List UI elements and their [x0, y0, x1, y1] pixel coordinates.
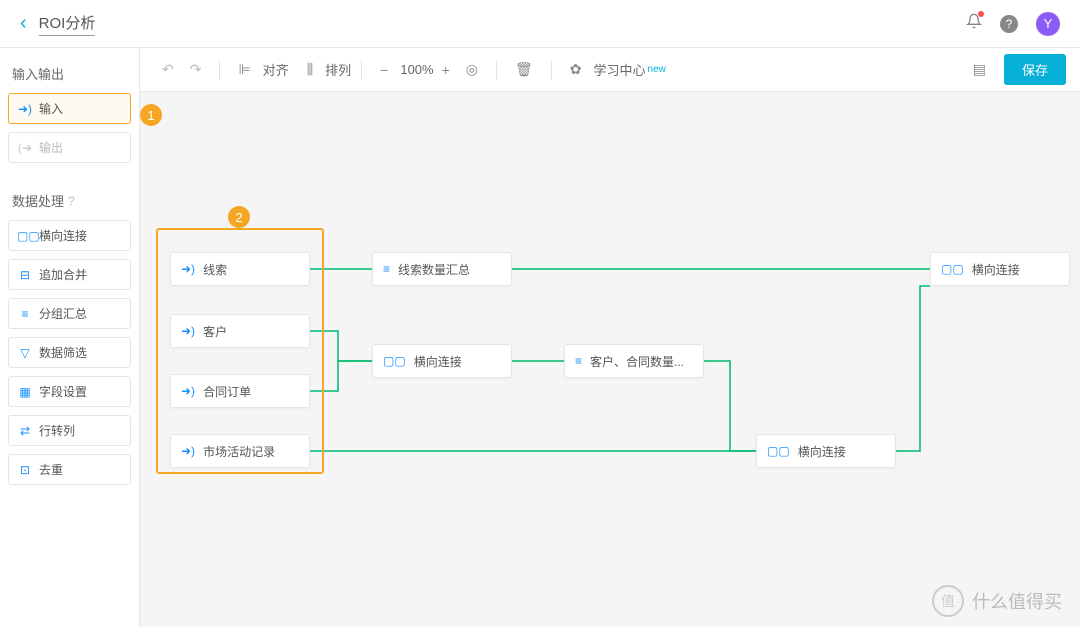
flow-canvas[interactable]: ➜) 线索 ➜) 客户 ➜) 合同订单 ➜) 市场活动记录 ≡ 线索数量汇总 ▢▢ 横向连接 ≡ 客户、合…: [140, 92, 1080, 627]
zoom-in-button[interactable]: +: [436, 58, 456, 82]
join-icon: ▢▢: [383, 354, 406, 368]
sidebar-item-label: 输出: [39, 139, 63, 156]
watermark: 值 什么值得买: [932, 585, 1062, 617]
annotation-marker: 2: [228, 206, 250, 228]
group-icon: ≡: [383, 262, 390, 276]
sidebar-item-input[interactable]: ➜) 输入: [8, 93, 131, 124]
sidebar-item-hjoin[interactable]: ▢▢ 横向连接: [8, 220, 131, 251]
learn-center-button[interactable]: ✿ 学习中心 new: [562, 57, 666, 82]
flow-node[interactable]: ▢▢ 横向连接: [372, 344, 512, 378]
flow-node-label: 线索数量汇总: [398, 261, 470, 278]
output-icon: (➜: [17, 141, 33, 155]
flow-node[interactable]: ➜) 市场活动记录: [170, 434, 310, 468]
delete-button[interactable]: 🗑: [509, 57, 539, 82]
sidebar-item-label: 横向连接: [39, 227, 87, 244]
input-icon: ➜): [181, 444, 195, 458]
arrange-button[interactable]: ⫼ 排列: [299, 57, 351, 82]
flow-node[interactable]: ▢▢ 横向连接: [930, 252, 1070, 286]
input-icon: ➜): [17, 102, 33, 116]
avatar[interactable]: Y: [1036, 12, 1060, 36]
join-icon: ▢▢: [767, 444, 790, 458]
learn-icon: ✿: [564, 57, 588, 82]
sidebar-item-filter[interactable]: ▽ 数据筛选: [8, 337, 131, 368]
sidebar-section-title: 输入输出: [12, 64, 127, 83]
flow-node-label: 市场活动记录: [203, 443, 275, 460]
flow-node-label: 线索: [203, 261, 227, 278]
new-badge: new: [648, 64, 666, 75]
sidebar-item-label: 去重: [39, 461, 63, 478]
group-icon: ≡: [17, 307, 33, 321]
filter-icon: ▽: [17, 346, 33, 360]
flow-node[interactable]: ▢▢ 横向连接: [756, 434, 896, 468]
top-header: ‹ ROI分析 ? Y: [0, 0, 1080, 48]
sidebar-section-title: 数据处理?: [12, 191, 127, 210]
zoom-value: 100%: [400, 62, 433, 77]
bell-icon[interactable]: [966, 13, 982, 34]
help-icon[interactable]: ?: [1000, 15, 1018, 33]
save-button[interactable]: 保存: [1004, 54, 1066, 85]
watermark-logo-icon: 值: [932, 585, 964, 617]
pivot-icon: ⇄: [17, 424, 33, 438]
help-hint-icon: ?: [68, 194, 75, 208]
undo-button[interactable]: ↶: [156, 57, 180, 82]
flow-node-label: 横向连接: [972, 261, 1020, 278]
align-button[interactable]: ⊫ 对齐: [230, 57, 288, 82]
arrange-icon: ⫼: [301, 57, 319, 82]
input-icon: ➜): [181, 262, 195, 276]
meta-button[interactable]: ▤: [967, 57, 992, 82]
sidebar-item-label: 分组汇总: [39, 305, 87, 322]
sidebar-item-label: 输入: [39, 100, 63, 117]
flow-node[interactable]: ≡ 客户、合同数量...: [564, 344, 704, 378]
zoom-out-button[interactable]: −: [374, 58, 394, 82]
flow-node[interactable]: ➜) 线索: [170, 252, 310, 286]
group-icon: ≡: [575, 354, 582, 368]
sidebar-item-group[interactable]: ≡ 分组汇总: [8, 298, 131, 329]
sidebar-item-pivot[interactable]: ⇄ 行转列: [8, 415, 131, 446]
annotation-marker: 1: [140, 104, 162, 126]
flow-node-label: 横向连接: [414, 353, 462, 370]
flow-node[interactable]: ≡ 线索数量汇总: [372, 252, 512, 286]
append-icon: ⊟: [17, 268, 33, 282]
fields-icon: ▦: [17, 385, 33, 399]
page-title: ROI分析: [39, 12, 96, 36]
flow-node-label: 合同订单: [203, 383, 251, 400]
sidebar-item-fields[interactable]: ▦ 字段设置: [8, 376, 131, 407]
sidebar-item-append[interactable]: ⊟ 追加合并: [8, 259, 131, 290]
sidebar: 输入输出 ➜) 输入 (➜ 输出 数据处理? ▢▢ 横向连接 ⊟ 追加合并 ≡ …: [0, 48, 140, 627]
flow-node-label: 客户: [203, 323, 227, 340]
input-icon: ➜): [181, 324, 195, 338]
watermark-text: 什么值得买: [972, 588, 1062, 614]
flow-node[interactable]: ➜) 客户: [170, 314, 310, 348]
sidebar-item-output: (➜ 输出: [8, 132, 131, 163]
flow-node[interactable]: ➜) 合同订单: [170, 374, 310, 408]
join-icon: ▢▢: [941, 262, 964, 276]
sidebar-item-label: 数据筛选: [39, 344, 87, 361]
align-icon: ⊫: [232, 57, 256, 82]
redo-button[interactable]: ↷: [184, 57, 208, 82]
toolbar: ↶ ↷ ⊫ 对齐 ⫼ 排列 − 100% + ◎ 🗑 ✿ 学习中心 n: [140, 48, 1080, 92]
notification-dot-icon: [978, 11, 984, 17]
sidebar-item-dedup[interactable]: ⊡ 去重: [8, 454, 131, 485]
sidebar-item-label: 行转列: [39, 422, 75, 439]
fit-button[interactable]: ◎: [460, 57, 484, 82]
flow-node-label: 横向连接: [798, 443, 846, 460]
input-icon: ➜): [181, 384, 195, 398]
back-icon[interactable]: ‹: [20, 12, 27, 35]
sidebar-item-label: 追加合并: [39, 266, 87, 283]
join-icon: ▢▢: [17, 229, 33, 243]
dedup-icon: ⊡: [17, 463, 33, 477]
flow-node-label: 客户、合同数量...: [590, 353, 684, 370]
main-area: ↶ ↷ ⊫ 对齐 ⫼ 排列 − 100% + ◎ 🗑 ✿ 学习中心 n: [140, 48, 1080, 627]
sidebar-item-label: 字段设置: [39, 383, 87, 400]
